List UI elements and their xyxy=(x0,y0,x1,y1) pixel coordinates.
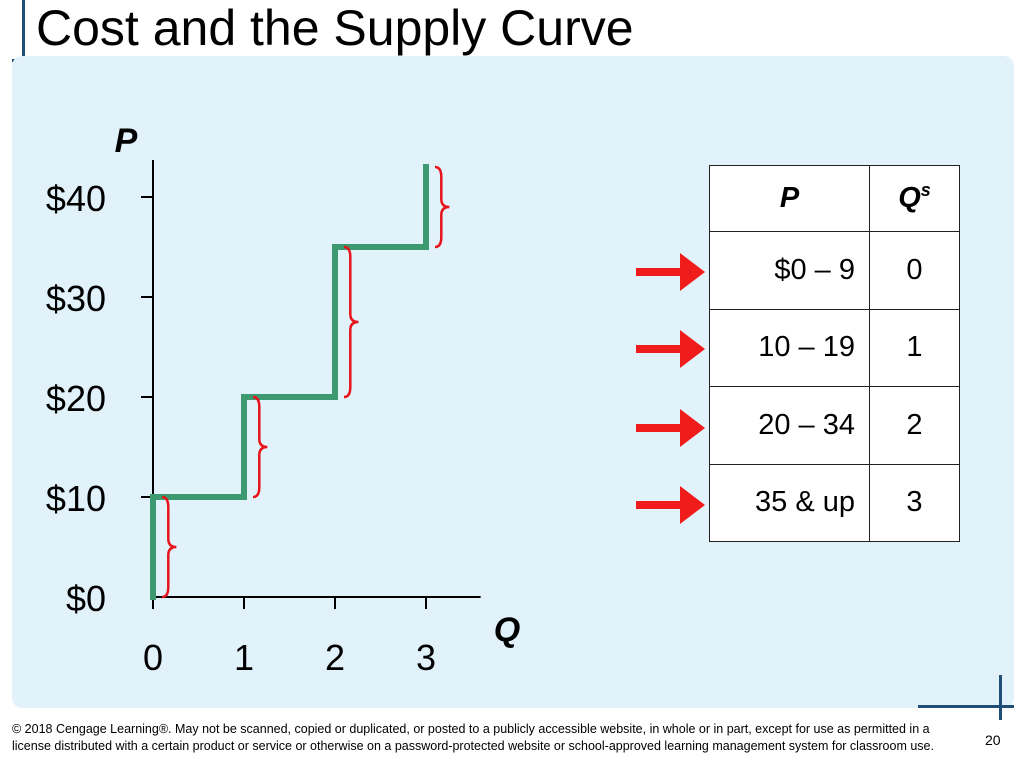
y-axis-label: P xyxy=(115,122,138,160)
table-cell-quantity: 3 xyxy=(869,463,960,542)
table-cell-price: 20 – 34 xyxy=(709,386,870,465)
row-arrow-head xyxy=(680,330,705,368)
slide-title: Cost and the Supply Curve xyxy=(36,0,634,56)
table-cell-price: 10 – 19 xyxy=(709,308,870,387)
copyright-notice: © 2018 Cengage Learning®. May not be sca… xyxy=(12,722,934,753)
brace-group xyxy=(161,165,450,599)
y-tick-label: $30 xyxy=(46,278,106,319)
row-arrow-head xyxy=(680,486,705,524)
y-tick-label: $40 xyxy=(46,178,106,219)
curly-brace xyxy=(252,395,268,499)
x-tick-label: 0 xyxy=(143,637,163,678)
table-header-row: P Qs xyxy=(709,165,960,232)
page-number: 20 xyxy=(985,732,1001,748)
y-tick-label: $0 xyxy=(66,578,106,619)
table-cell-quantity: 0 xyxy=(869,231,960,310)
table-row: $0 – 9 0 xyxy=(709,231,960,310)
table-header-superscript: s xyxy=(920,180,931,200)
row-arrow-head xyxy=(680,409,705,447)
row-arrow-head xyxy=(680,253,705,291)
curly-brace xyxy=(434,165,450,249)
curly-brace xyxy=(161,495,177,599)
supply-schedule-table: P Qs $0 – 9 0 10 – 19 1 20 – 34 2 35 & u… xyxy=(709,165,960,542)
y-tick-label: $10 xyxy=(46,478,106,519)
axis-label-group: $0 $10 $20 $30 $40 0 1 2 3 P Q xyxy=(46,122,520,678)
bottom-right-accent-vertical xyxy=(999,675,1002,720)
table-cell-quantity: 2 xyxy=(869,386,960,465)
supply-curve-group xyxy=(150,164,429,600)
table-header-price: P xyxy=(709,165,870,232)
chart-axes xyxy=(141,160,481,609)
table-row: 10 – 19 1 xyxy=(709,308,960,387)
curly-brace xyxy=(343,245,359,399)
x-tick-label: 1 xyxy=(234,637,254,678)
table-header-q: Q xyxy=(898,182,921,214)
table-cell-price: 35 & up xyxy=(709,463,870,542)
table-cell-price: $0 – 9 xyxy=(709,231,870,310)
y-tick-label: $20 xyxy=(46,378,106,419)
table-row: 20 – 34 2 xyxy=(709,386,960,465)
table-header-quantity-supplied: Qs xyxy=(869,165,960,232)
top-left-accent-vertical xyxy=(22,0,25,72)
table-cell-quantity: 1 xyxy=(869,308,960,387)
x-tick-label: 2 xyxy=(325,637,345,678)
table-row: 35 & up 3 xyxy=(709,463,960,542)
x-axis-label: Q xyxy=(494,611,520,649)
bottom-right-accent-horizontal xyxy=(918,705,1014,708)
row-arrow-group xyxy=(636,253,705,524)
x-tick-label: 3 xyxy=(416,637,436,678)
